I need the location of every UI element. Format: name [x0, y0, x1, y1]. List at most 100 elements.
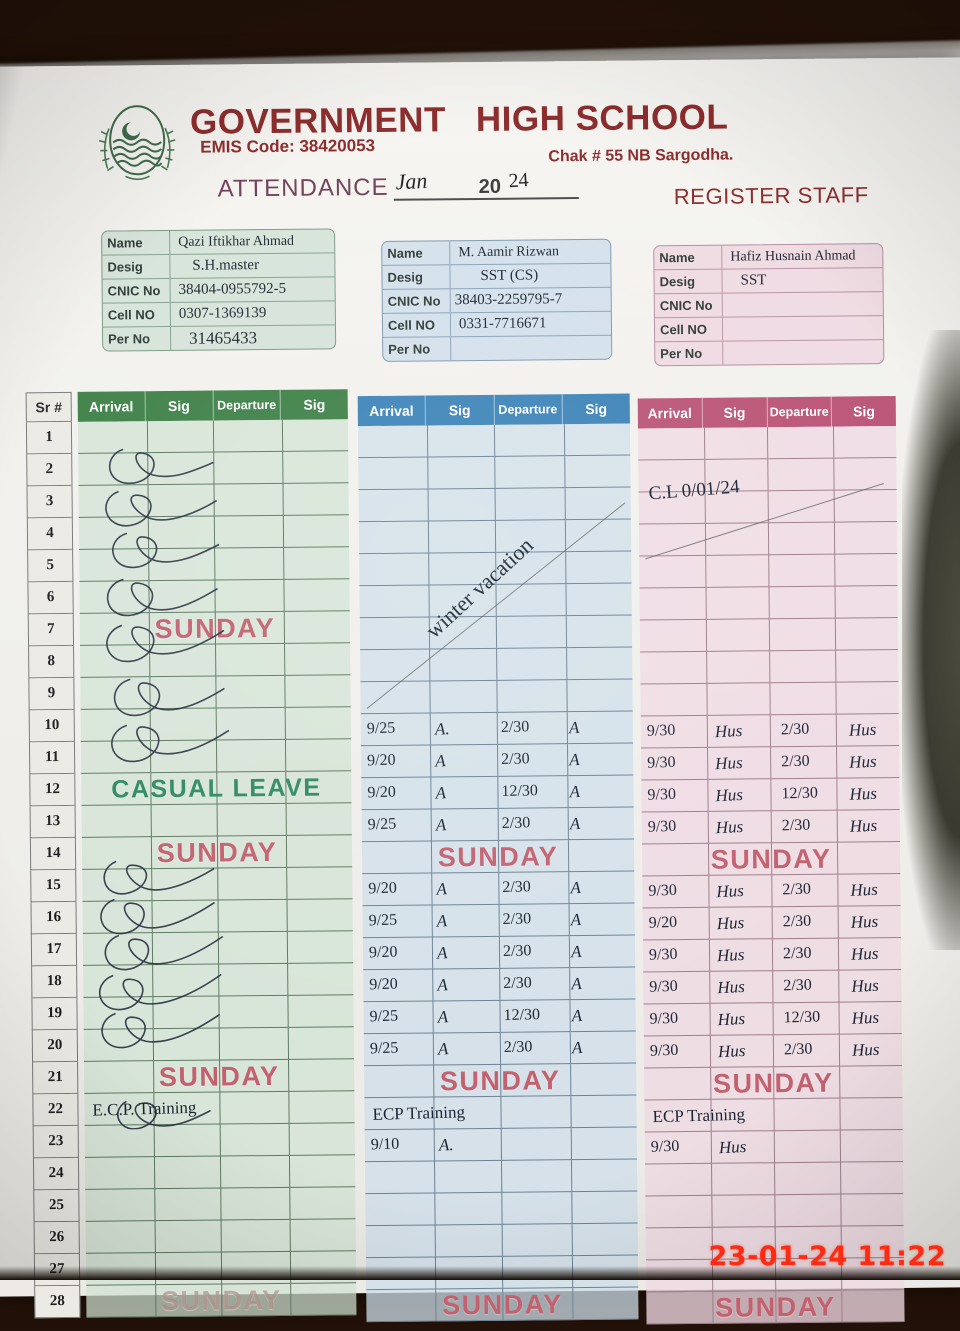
table-cell[interactable] — [772, 970, 840, 1004]
table-cell[interactable] — [767, 426, 835, 460]
table-cell[interactable] — [360, 713, 432, 747]
table-cell[interactable] — [638, 459, 706, 493]
table-cell[interactable] — [83, 965, 154, 998]
table-cell[interactable] — [710, 1003, 774, 1036]
table-cell[interactable] — [568, 839, 635, 873]
table-cell[interactable] — [568, 807, 634, 841]
table-cell[interactable] — [283, 419, 349, 452]
table-cell[interactable] — [291, 1283, 357, 1316]
table-cell[interactable] — [215, 675, 286, 709]
table-cell[interactable] — [79, 549, 150, 582]
table-cell[interactable] — [640, 683, 708, 717]
table-cell[interactable] — [357, 425, 429, 459]
table-cell[interactable] — [428, 488, 496, 522]
table-cell[interactable] — [430, 680, 498, 714]
table-cell[interactable] — [643, 971, 711, 1005]
table-cell[interactable] — [359, 617, 431, 651]
table-cell[interactable] — [358, 521, 430, 555]
table-cell[interactable] — [86, 1285, 157, 1318]
table-cell[interactable] — [838, 905, 901, 939]
table-cell[interactable] — [432, 840, 499, 874]
field-value[interactable]: 31465433 — [188, 327, 258, 348]
table-cell[interactable] — [768, 554, 836, 588]
table-cell[interactable] — [83, 997, 154, 1030]
field-value[interactable]: 0307-1369139 — [178, 305, 267, 322]
table-cell[interactable] — [80, 677, 151, 710]
table-cell[interactable] — [215, 611, 286, 645]
table-cell[interactable] — [289, 1091, 355, 1124]
table-cell[interactable] — [711, 1163, 775, 1196]
table-cell[interactable] — [284, 547, 350, 580]
table-cell[interactable] — [365, 1193, 436, 1227]
table-cell[interactable] — [428, 424, 495, 458]
table-cell[interactable] — [838, 937, 902, 971]
table-cell[interactable] — [363, 969, 434, 1003]
table-cell[interactable] — [494, 424, 565, 457]
table-cell[interactable] — [81, 837, 152, 870]
table-cell[interactable] — [148, 484, 215, 518]
table-cell[interactable] — [710, 1067, 774, 1100]
table-cell[interactable] — [432, 872, 500, 906]
table-cell[interactable] — [364, 1129, 436, 1163]
table-cell[interactable] — [643, 1003, 711, 1037]
table-cell[interactable] — [82, 933, 153, 966]
table-cell[interactable] — [641, 747, 708, 781]
table-cell[interactable] — [708, 811, 772, 844]
field-value[interactable] — [723, 340, 883, 365]
table-cell[interactable] — [285, 707, 351, 740]
table-cell[interactable] — [838, 873, 901, 907]
table-cell[interactable] — [434, 1128, 502, 1162]
table-cell[interactable] — [290, 1155, 356, 1188]
table-cell[interactable] — [153, 1060, 220, 1094]
table-cell[interactable] — [433, 936, 500, 970]
table-cell[interactable] — [364, 1065, 435, 1099]
field-value[interactable]: 38403-2259795-7 — [454, 291, 563, 309]
table-cell[interactable] — [709, 971, 773, 1004]
table-cell[interactable] — [82, 901, 153, 934]
table-cell[interactable] — [840, 1097, 903, 1131]
table-cell[interactable] — [495, 584, 567, 617]
table-cell[interactable] — [708, 843, 772, 876]
table-cell[interactable] — [84, 1061, 155, 1094]
table-cell[interactable] — [219, 1059, 290, 1093]
table-cell[interactable] — [151, 804, 218, 838]
table-cell[interactable] — [289, 1059, 355, 1092]
table-cell[interactable] — [567, 743, 634, 777]
table-cell[interactable] — [706, 651, 770, 684]
table-cell[interactable] — [80, 709, 151, 742]
table-cell[interactable] — [153, 1028, 220, 1062]
table-cell[interactable] — [774, 1162, 842, 1196]
table-cell[interactable] — [147, 452, 214, 486]
table-cell[interactable] — [434, 1096, 502, 1130]
field-value[interactable]: Qazi Iftikhar Ahmad — [178, 233, 295, 250]
table-cell[interactable] — [500, 1064, 572, 1097]
table-cell[interactable] — [644, 1099, 712, 1133]
table-cell[interactable] — [220, 1123, 291, 1157]
table-cell[interactable] — [432, 904, 500, 938]
table-cell[interactable] — [772, 938, 840, 972]
table-cell[interactable] — [428, 456, 496, 490]
table-cell[interactable] — [835, 617, 899, 651]
table-cell[interactable] — [362, 937, 434, 971]
table-cell[interactable] — [285, 643, 351, 676]
field-value[interactable]: SST — [740, 272, 767, 289]
table-cell[interactable] — [769, 682, 837, 716]
table-cell[interactable] — [564, 455, 631, 489]
table-cell[interactable] — [502, 1224, 573, 1257]
table-cell[interactable] — [77, 421, 148, 454]
table-cell[interactable] — [706, 619, 770, 652]
table-cell[interactable] — [152, 932, 219, 966]
table-cell[interactable] — [570, 999, 636, 1033]
table-cell[interactable] — [495, 488, 566, 521]
table-cell[interactable] — [639, 587, 707, 621]
table-cell[interactable] — [834, 457, 897, 491]
table-cell[interactable] — [148, 548, 215, 582]
table-cell[interactable] — [572, 1287, 639, 1321]
table-cell[interactable] — [151, 868, 218, 902]
table-cell[interactable] — [78, 517, 149, 550]
table-cell[interactable] — [768, 522, 836, 556]
table-cell[interactable] — [644, 1067, 712, 1101]
table-cell[interactable] — [81, 773, 152, 806]
table-cell[interactable] — [572, 1223, 638, 1257]
table-cell[interactable] — [155, 1220, 222, 1254]
